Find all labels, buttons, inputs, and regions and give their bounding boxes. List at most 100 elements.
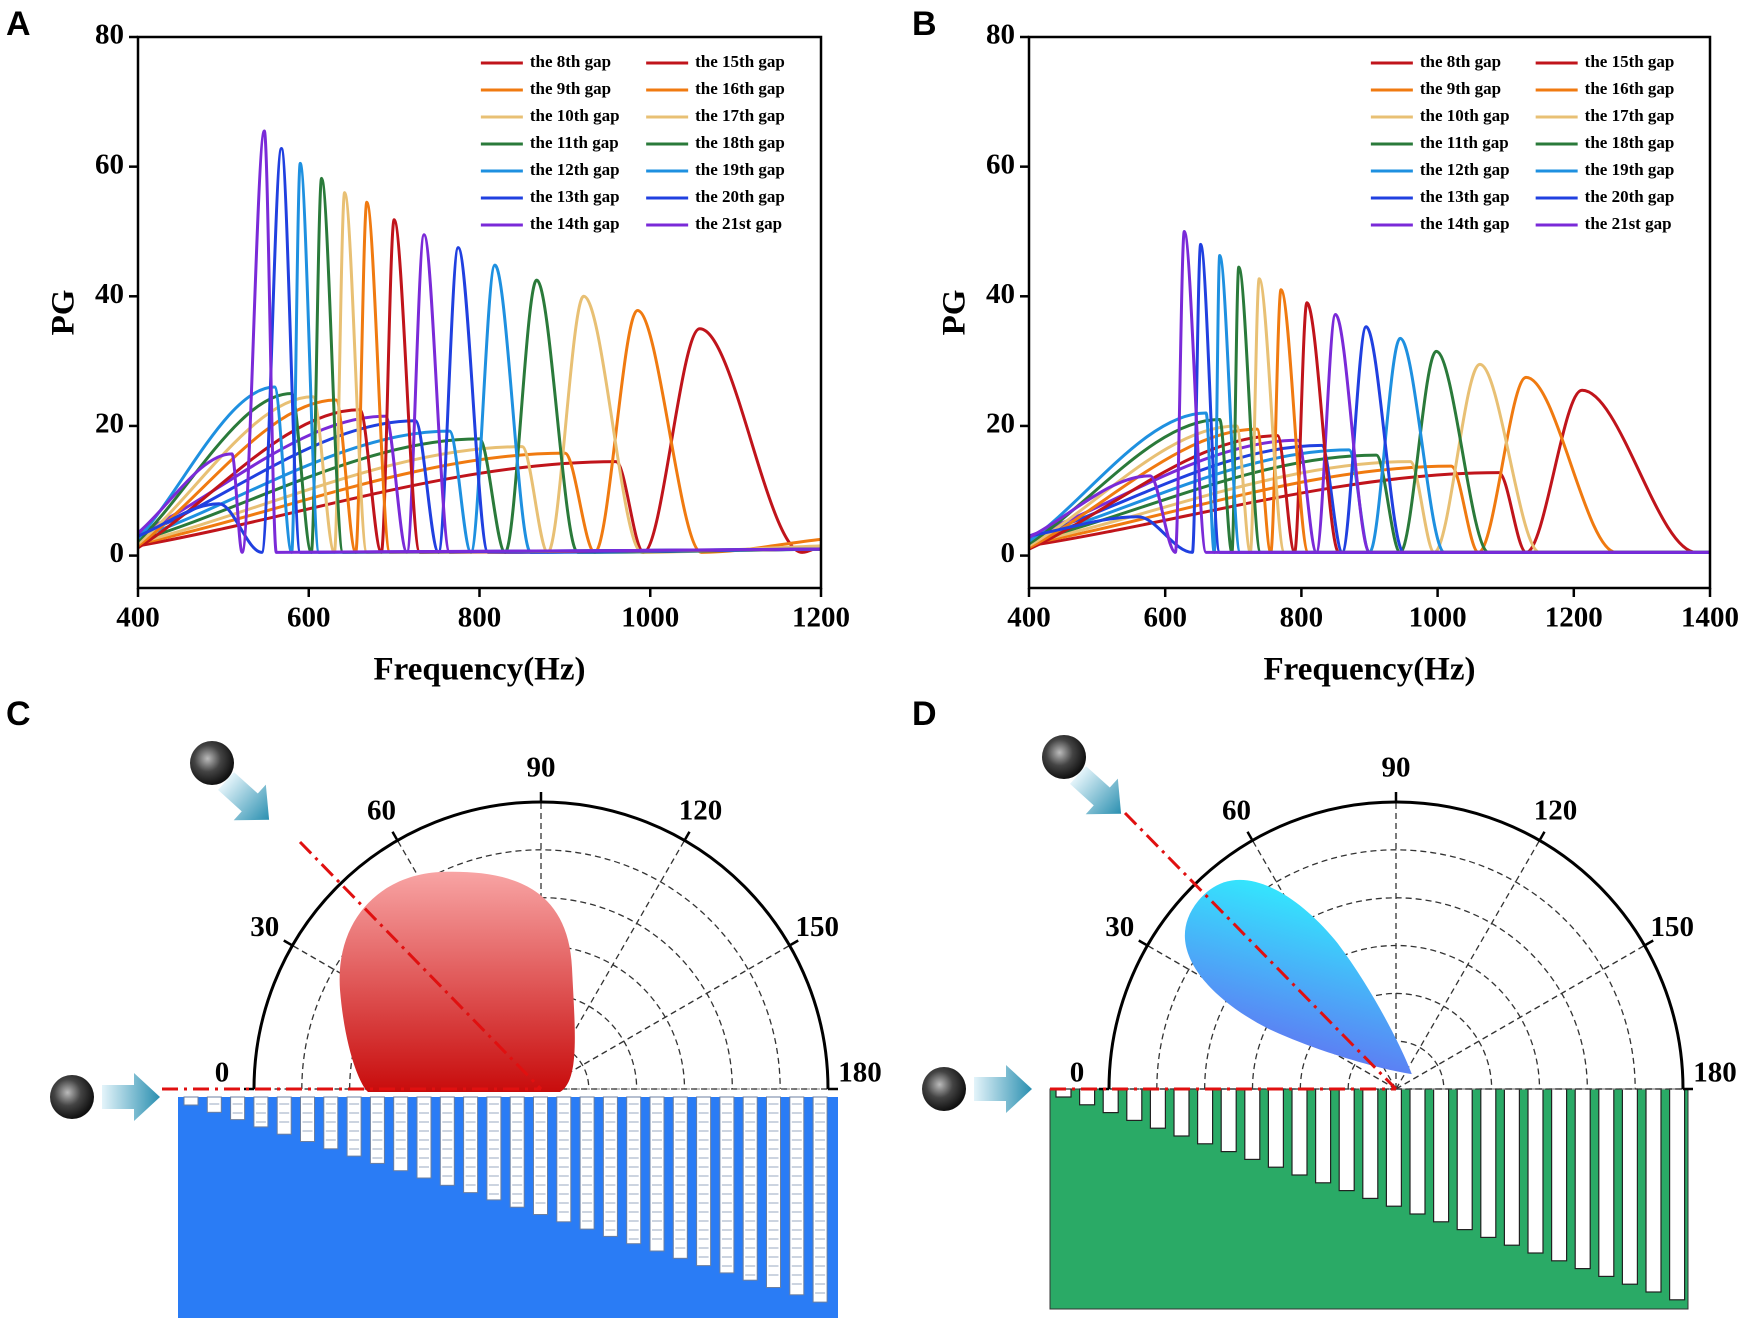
speaker [922,1065,1032,1113]
angle-label: 150 [796,911,840,943]
ring [301,849,781,1090]
angle-tick [1138,939,1149,947]
legend-label: the 13th gap [530,187,620,206]
slot [579,1096,595,1230]
x-tick-label: 1200 [1545,602,1603,634]
legend-label: the 9th gap [530,79,611,98]
slot [206,1096,222,1113]
slot [1456,1088,1473,1231]
legend-label: the 14th gap [530,214,620,233]
angle-label: 180 [1693,1057,1737,1089]
slot [1078,1088,1096,1106]
angle-label: 0 [1070,1057,1085,1089]
legend-label: the 10th gap [1420,106,1510,125]
panel-label: C [6,695,31,733]
legend-label: the 11th gap [530,133,619,152]
polar-grid: 0 30 60 90 120 150 180 [1070,752,1737,1091]
angle-label: 120 [1534,794,1578,826]
series-line [138,129,821,554]
incidence-lines [162,811,1398,1091]
angle-label: 30 [1105,911,1134,943]
x-tick-label: 1000 [621,602,679,634]
series-line [1029,362,1710,554]
arrow [974,1065,1032,1113]
angle-tick [1246,831,1254,842]
angle-tick [683,831,691,842]
legend-label: the 10th gap [530,106,620,125]
x-tick-label: 1200 [792,602,850,634]
speaker [1042,735,1122,815]
angle-tick [283,939,294,947]
slot [649,1096,665,1252]
legend-label: the 15th gap [1585,52,1675,71]
outer-arc [1107,800,1685,1090]
legend-label: the 8th gap [1420,52,1501,71]
angle-grid-line [540,840,686,1090]
speaker [190,741,270,821]
angle-tick [1538,831,1546,842]
legend-label: the 21st gap [695,214,782,233]
series-line [138,294,821,554]
slot [1645,1088,1662,1293]
slot [556,1096,572,1223]
slot [1196,1088,1214,1145]
legend-label: the 9th gap [1420,79,1501,98]
legend-label: the 20th gap [1585,187,1675,206]
slot [230,1096,246,1121]
outer-arc [252,800,830,1090]
slot [393,1096,409,1172]
slot [323,1096,339,1150]
legend-label: the 16th gap [695,79,785,98]
angle-label: 30 [250,911,279,943]
angle-label: 180 [838,1057,882,1089]
y-tick-label: 80 [95,19,124,51]
slot [1220,1088,1237,1153]
slot [626,1096,642,1245]
ring [1156,849,1636,1090]
series-line [1029,301,1710,554]
slot [300,1096,315,1142]
angle-grid-line [1395,944,1645,1090]
slot [1267,1088,1285,1168]
slot [1314,1088,1332,1184]
speakers [50,735,1122,1121]
legend-label: the 18th gap [695,133,785,152]
plot-frame [1027,35,1712,590]
legend-label: the 20th gap [695,187,785,206]
slot [1244,1088,1261,1161]
slot [486,1096,502,1201]
panel-label: A [6,5,31,43]
plot-lines [1029,229,1710,554]
plot-lines [138,129,821,554]
x-tick-label: 800 [458,602,502,634]
plot-frame [136,35,823,590]
series-line [1029,253,1710,554]
angle-label: 90 [527,752,556,784]
series-line [1029,229,1710,554]
series-line [138,327,821,554]
angle-grid-line [1395,840,1541,1090]
series-line [1029,388,1710,554]
y-tick-label: 60 [986,148,1015,180]
slot [1598,1088,1615,1277]
slot [509,1096,525,1208]
x-tick-label: 400 [1007,602,1051,634]
x-tick-label: 600 [287,602,331,634]
oblique-line [1123,811,1398,1091]
slot [1102,1088,1119,1114]
x-tick-label: 1000 [1409,602,1467,634]
slot [183,1096,199,1106]
speaker-body [1042,735,1086,779]
series-line [1029,375,1710,554]
slot [1126,1088,1143,1121]
legend-label: the 8th gap [530,52,611,71]
slot [276,1096,292,1135]
y-tick-label: 40 [986,278,1015,310]
legend-label: the 21st gap [1585,214,1672,233]
y-tick-label: 60 [95,148,124,180]
x-tick-label: 400 [116,602,160,634]
angle-label: 120 [679,794,723,826]
x-tick-label: 1400 [1681,602,1739,634]
slot [1385,1088,1403,1207]
